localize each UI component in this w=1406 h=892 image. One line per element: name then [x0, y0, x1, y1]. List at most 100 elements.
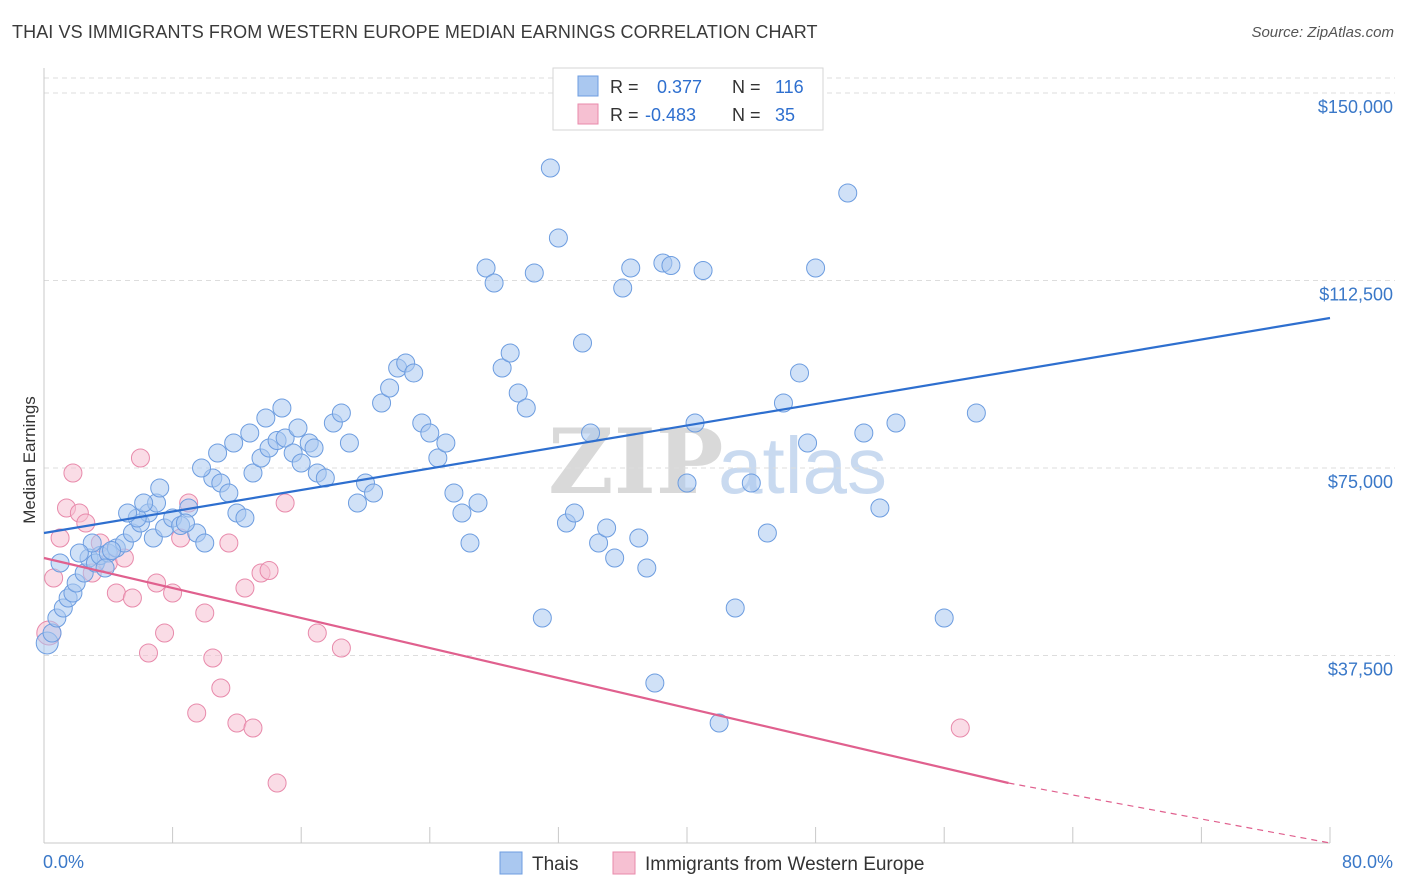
point-thais — [460, 533, 480, 553]
point-thais — [741, 473, 761, 493]
point-thais — [725, 598, 745, 618]
legend-swatch-thais — [577, 75, 599, 97]
chart-title: THAI VS IMMIGRANTS FROM WESTERN EUROPE M… — [12, 22, 818, 42]
legend-r-label-1: R = — [610, 77, 639, 97]
point-thais — [304, 438, 324, 458]
point-immigrants — [259, 561, 279, 580]
series-legend: Thais Immigrants from Western Europe — [499, 851, 924, 875]
point-thais — [540, 158, 560, 178]
point-immigrants — [122, 588, 142, 608]
point-thais — [291, 453, 311, 473]
trend-lines — [43, 316, 1331, 844]
legend-n-value-2: 35 — [775, 105, 795, 125]
x-tick-label-max: 80.0% — [1342, 852, 1393, 872]
point-thais — [838, 183, 858, 203]
y-tick-label: $75,000 — [1328, 472, 1393, 492]
point-thais — [339, 433, 359, 453]
point-thais — [548, 228, 568, 248]
point-thais — [275, 428, 295, 448]
point-thais — [621, 258, 641, 278]
point-thais — [757, 523, 777, 543]
point-immigrants — [63, 463, 83, 483]
legend-r-value-2: -0.483 — [645, 105, 696, 125]
axes — [43, 68, 1331, 844]
trend-line-thais — [43, 316, 1331, 535]
point-immigrants — [211, 678, 231, 698]
y-tick-label: $37,500 — [1328, 660, 1393, 680]
point-thais — [208, 443, 228, 463]
point-thais — [573, 333, 593, 353]
point-thais — [492, 358, 512, 378]
point-thais — [854, 423, 874, 443]
point-thais — [372, 393, 392, 413]
trend-line-immigrants — [43, 556, 1009, 785]
point-thais — [661, 256, 681, 275]
point-thais — [709, 713, 729, 733]
point-thais — [331, 403, 351, 423]
point-thais — [272, 398, 292, 418]
point-thais — [773, 393, 793, 413]
point-thais — [420, 423, 440, 443]
point-thais — [806, 258, 826, 278]
point-immigrants — [227, 713, 247, 733]
point-thais — [347, 493, 367, 513]
grid-lines — [44, 77, 1395, 656]
point-thais — [468, 493, 488, 513]
point-immigrants — [243, 718, 263, 738]
point-immigrants — [130, 448, 150, 468]
bottom-legend-swatch-immigrants — [612, 851, 636, 875]
point-immigrants — [50, 528, 70, 548]
point-thais — [886, 413, 906, 433]
trend-line-immigrants-extrapolated — [1008, 782, 1331, 844]
point-thais — [195, 533, 215, 553]
legend-r-value-1: 0.377 — [657, 77, 702, 97]
point-immigrants — [187, 703, 207, 723]
point-thais — [240, 423, 260, 443]
point-thais — [219, 483, 239, 503]
point-thais — [364, 483, 384, 503]
y-tick-label: $112,500 — [1319, 285, 1393, 305]
point-thais — [798, 433, 818, 453]
point-immigrants — [155, 623, 175, 643]
legend-swatch-immigrants — [577, 103, 599, 125]
point-thais — [243, 463, 263, 483]
point-immigrants — [195, 603, 215, 623]
x-tick-label-min: 0.0% — [43, 852, 84, 872]
point-thais — [581, 423, 601, 443]
point-thais — [597, 518, 617, 538]
bottom-legend-label-immigrants: Immigrants from Western Europe — [645, 854, 924, 875]
point-thais — [256, 408, 276, 428]
point-thais — [508, 383, 528, 403]
y-tick-label: $150,000 — [1318, 97, 1393, 117]
bottom-legend-label-thais: Thais — [532, 854, 578, 875]
point-thais — [150, 478, 170, 498]
point-immigrants — [950, 718, 970, 738]
point-thais — [82, 533, 102, 553]
point-immigrants — [138, 643, 158, 663]
point-thais — [790, 363, 810, 383]
point-immigrants — [275, 493, 295, 513]
point-thais — [564, 503, 584, 523]
point-thais — [629, 528, 649, 548]
point-thais — [532, 608, 552, 628]
point-thais — [404, 363, 424, 383]
point-thais — [524, 263, 544, 283]
point-thais — [645, 673, 665, 693]
point-immigrants — [331, 638, 351, 658]
point-thais — [134, 493, 154, 513]
point-immigrants — [203, 648, 223, 668]
point-thais — [677, 473, 697, 493]
point-thais — [934, 608, 954, 628]
legend-r-label-2: R = — [610, 105, 639, 125]
point-thais — [476, 258, 496, 278]
point-immigrants — [267, 773, 287, 793]
stats-legend: R = 0.377 N = 116 R = -0.483 N = 35 — [552, 67, 824, 131]
point-thais — [693, 261, 713, 280]
legend-n-label-1: N = — [732, 77, 761, 97]
point-thais — [870, 498, 890, 518]
point-thais — [175, 513, 195, 533]
point-thais — [192, 458, 212, 478]
point-thais — [484, 273, 504, 293]
point-thais — [605, 548, 625, 568]
